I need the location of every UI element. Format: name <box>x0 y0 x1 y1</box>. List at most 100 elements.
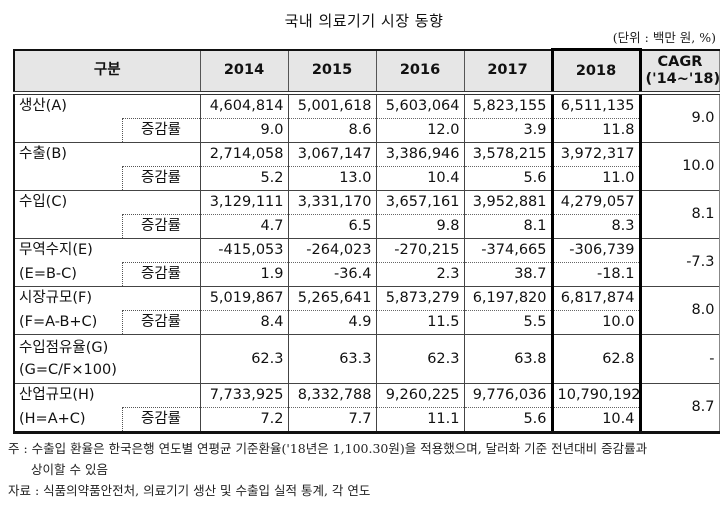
cell-growth: 2.3 <box>375 262 464 287</box>
cagr-value: -7.3 <box>639 238 720 287</box>
row-sublabel <box>14 215 122 239</box>
cell-value: 3,067,147 <box>287 142 376 167</box>
cagr-value: 8.1 <box>639 190 720 239</box>
footnotes: 주 : 수출입 환율은 한국은행 연도별 연평균 기준환율('18년은 1,10… <box>8 438 647 501</box>
cell-growth: 9.8 <box>375 214 464 239</box>
cell-value: -270,215 <box>375 238 464 263</box>
table-row-trade-balance-growth: (E=B-C) 증감률 1.9 -36.4 2.3 38.7 -18.1 <box>14 262 719 287</box>
row-label: 시장규모(F) <box>14 286 200 311</box>
cell-growth: 11.5 <box>375 310 464 335</box>
cell-value: 3,972,317 <box>550 142 642 167</box>
row-sublabel <box>14 167 122 191</box>
row-sublabel: (E=B-C) <box>19 265 77 282</box>
cagr-label: CAGR <box>657 53 703 70</box>
cell-value: 3,386,946 <box>375 142 464 167</box>
cell-growth: 10.4 <box>375 166 464 191</box>
row-label: 무역수지(E) <box>14 238 200 263</box>
cell-growth: 12.0 <box>375 118 464 143</box>
cell-value: 62.3 <box>199 334 288 384</box>
row-label: 산업규모(H) <box>14 383 200 408</box>
cell-growth: 8.1 <box>463 214 552 239</box>
growth-label: 증감률 <box>121 118 200 143</box>
cagr-period: ('14~'18) <box>645 70 719 87</box>
cell-growth: -36.4 <box>287 262 376 287</box>
cell-value: 5,265,641 <box>287 286 376 311</box>
cell-growth: 11.1 <box>375 407 464 434</box>
table-row-production-growth: 증감률 9.0 8.6 12.0 3.9 11.8 <box>14 118 719 143</box>
cell-value: 10,790,192 <box>550 383 642 408</box>
header-category: 구분 <box>14 48 200 93</box>
header-2017: 2017 <box>463 48 552 93</box>
table-row-import-growth: 증감률 4.7 6.5 9.8 8.1 8.3 <box>14 214 719 239</box>
cell-growth: 1.9 <box>199 262 288 287</box>
cell-growth: 7.7 <box>287 407 376 434</box>
cell-value: 3,952,881 <box>463 190 552 215</box>
growth-label: 증감률 <box>121 310 200 335</box>
table-row-industry-size-growth: (H=A+C) 증감률 7.2 7.7 11.1 5.6 10.4 <box>14 407 719 434</box>
growth-label: 증감률 <box>121 262 200 287</box>
cell-growth: 8.3 <box>550 214 642 239</box>
cell-value: 63.3 <box>287 334 376 384</box>
header-2016: 2016 <box>375 48 464 93</box>
cell-value: 7,733,925 <box>199 383 288 408</box>
cell-value: 3,129,111 <box>199 190 288 215</box>
table-row-import: 수입(C) 3,129,111 3,331,170 3,657,161 3,95… <box>14 190 720 239</box>
header-2015: 2015 <box>287 48 376 93</box>
cell-growth: 3.9 <box>463 118 552 143</box>
growth-label: 증감률 <box>121 214 200 239</box>
table-row-production: 생산(A) 4,604,814 5,001,618 5,603,064 5,82… <box>14 92 720 143</box>
cell-value: -264,023 <box>287 238 376 263</box>
table-row-industry-size: 산업규모(H) 7,733,925 8,332,788 9,260,225 9,… <box>14 383 720 434</box>
cell-growth: 10.4 <box>550 407 642 434</box>
cell-value: 5,823,155 <box>463 92 552 119</box>
cell-growth: 11.8 <box>550 118 642 143</box>
cell-value: 3,578,215 <box>463 142 552 167</box>
cell-value: 6,817,874 <box>550 286 642 311</box>
row-label: 생산(A) <box>14 92 200 119</box>
cagr-value: 8.0 <box>639 286 720 335</box>
row-label-formula: (G=C/F×100) <box>19 362 117 378</box>
cell-value: 6,197,820 <box>463 286 552 311</box>
table-row-market-size: 시장규모(F) 5,019,867 5,265,641 5,873,279 6,… <box>14 286 720 335</box>
cell-value: 9,776,036 <box>463 383 552 408</box>
cell-value: -415,053 <box>199 238 288 263</box>
table-row-export: 수출(B) 2,714,058 3,067,147 3,386,946 3,57… <box>14 142 720 191</box>
cell-growth: 5.6 <box>463 407 552 434</box>
cell-value: -306,739 <box>550 238 642 263</box>
cell-growth: 38.7 <box>463 262 552 287</box>
cell-growth: 4.9 <box>287 310 376 335</box>
note-line-1: 주 : 수출입 환율은 한국은행 연도별 연평균 기준환율('18년은 1,10… <box>8 441 648 456</box>
cell-value: 6,511,135 <box>550 92 642 119</box>
cell-growth: 5.5 <box>463 310 552 335</box>
table-row-export-growth: 증감률 5.2 13.0 10.4 5.6 11.0 <box>14 166 719 191</box>
row-label: 수입점유율(G) (G=C/F×100) <box>14 334 200 384</box>
growth-label: 증감률 <box>121 166 200 191</box>
note-line-2: 상이할 수 있음 <box>31 462 108 477</box>
cell-growth: 10.0 <box>550 310 642 335</box>
cell-growth: -18.1 <box>550 262 642 287</box>
cell-value: 62.3 <box>375 334 464 384</box>
row-sublabel <box>14 119 122 143</box>
cell-growth: 11.0 <box>550 166 642 191</box>
cell-growth: 7.2 <box>199 407 288 434</box>
cell-growth: 8.6 <box>287 118 376 143</box>
cell-value: 3,657,161 <box>375 190 464 215</box>
source-line: 자료 : 식품의약품안전처, 의료기기 생산 및 수출입 실적 통계, 각 연도 <box>8 483 371 498</box>
row-sublabel: (F=A-B+C) <box>19 313 98 330</box>
header-cagr: CAGR ('14~'18) <box>639 48 720 93</box>
cell-value: 4,279,057 <box>550 190 642 215</box>
cell-growth: 6.5 <box>287 214 376 239</box>
row-label: 수입(C) <box>14 190 200 215</box>
cagr-value: 10.0 <box>639 142 720 191</box>
cell-value: 3,331,170 <box>287 190 376 215</box>
growth-label: 증감률 <box>121 407 200 434</box>
cagr-value: 8.7 <box>639 383 720 434</box>
table-row-import-share: 수입점유율(G) (G=C/F×100) 62.3 63.3 62.3 63.8 … <box>14 334 720 384</box>
cell-growth: 8.4 <box>199 310 288 335</box>
row-label-main: 수입점유율(G) <box>19 340 109 356</box>
cell-value: 62.8 <box>550 334 642 384</box>
cell-value: 5,019,867 <box>199 286 288 311</box>
cell-value: 9,260,225 <box>375 383 464 408</box>
cagr-value: 9.0 <box>639 92 720 143</box>
header-row: 구분 2014 2015 2016 2017 2018 CAGR ('14~'18… <box>14 48 720 93</box>
